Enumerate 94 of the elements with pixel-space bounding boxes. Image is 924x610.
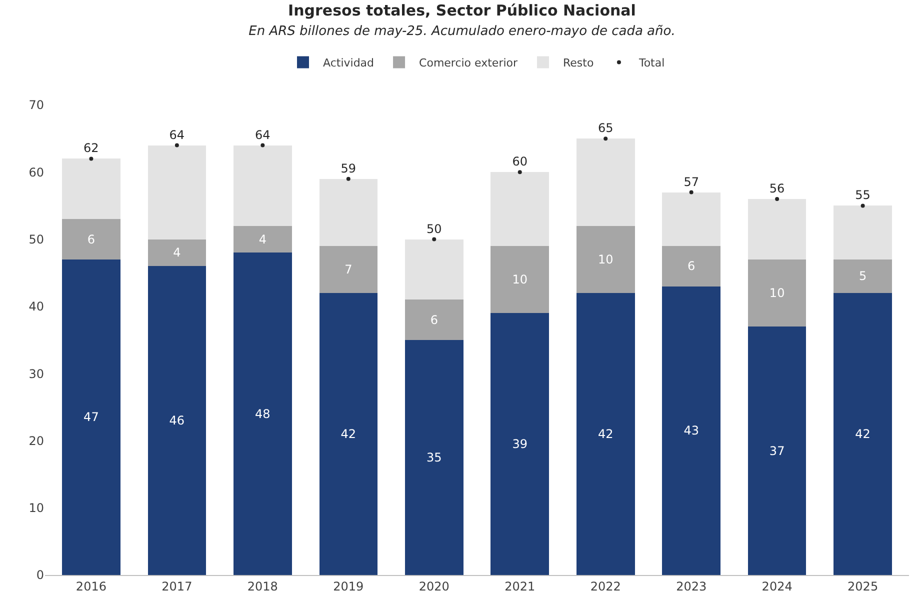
bar <box>319 293 378 575</box>
data-label: 57 <box>684 174 699 189</box>
data-label: 60 <box>512 154 528 169</box>
data-label: 59 <box>340 161 356 176</box>
data-label: 43 <box>684 424 699 438</box>
bar <box>319 246 378 293</box>
x-tick-label: 2020 <box>418 579 450 594</box>
point <box>860 204 865 208</box>
data-label: 35 <box>426 450 442 464</box>
x-tick-label: 2021 <box>504 579 536 594</box>
data-label: 62 <box>84 141 99 156</box>
y-tick-label: 30 <box>28 366 44 381</box>
legend-label: Resto <box>563 56 594 70</box>
bar <box>234 226 292 253</box>
bar <box>834 259 892 293</box>
y-tick-label: 20 <box>28 434 44 448</box>
bar <box>748 326 806 575</box>
point <box>689 190 694 194</box>
bar <box>404 239 464 300</box>
data-label: 7 <box>344 262 352 276</box>
point <box>89 156 94 161</box>
x-tick-label: 2022 <box>590 579 621 594</box>
data-label: 55 <box>855 188 870 202</box>
y-tick-label: 60 <box>28 165 44 180</box>
data-label: 64 <box>255 128 270 142</box>
data-label: 65 <box>598 121 614 136</box>
bar <box>576 226 635 293</box>
bar <box>62 259 120 575</box>
x-tick-label: 2025 <box>848 579 878 594</box>
point <box>775 197 780 201</box>
bar <box>748 259 806 327</box>
data-label: 10 <box>598 252 614 266</box>
data-label: 48 <box>255 406 270 421</box>
data-label: 6 <box>430 312 438 327</box>
bar <box>834 293 892 575</box>
x-tick-label: 2017 <box>162 579 192 594</box>
bar <box>404 340 464 575</box>
point <box>174 143 179 148</box>
data-label: 5 <box>858 269 867 284</box>
data-label: 64 <box>169 128 185 142</box>
point <box>604 136 608 141</box>
bar <box>148 145 206 240</box>
data-label: 10 <box>769 286 785 300</box>
bar <box>662 246 720 286</box>
x-tick-label: 2019 <box>333 579 364 594</box>
data-label: 42 <box>855 427 870 441</box>
bar <box>404 300 464 340</box>
bar <box>490 172 550 246</box>
point <box>432 237 436 242</box>
data-label: 10 <box>512 272 528 287</box>
data-label: 39 <box>512 437 528 452</box>
data-label: 4 <box>258 232 266 246</box>
bar <box>662 286 720 575</box>
point <box>260 143 265 148</box>
bar <box>490 313 550 575</box>
bar <box>148 266 206 575</box>
legend-label: Comercio exterior <box>419 56 518 70</box>
bar <box>576 293 635 575</box>
bar <box>662 192 720 246</box>
legend-label: Actividad <box>323 56 374 70</box>
bar <box>319 178 378 246</box>
data-label: 6 <box>87 232 96 246</box>
bar <box>834 206 892 260</box>
legend-label: Total <box>638 56 665 70</box>
y-tick-label: 10 <box>28 501 44 516</box>
x-tick-label: 2024 <box>762 579 792 594</box>
bar <box>490 246 550 314</box>
x-tick-label: 2023 <box>676 579 707 594</box>
data-label: 42 <box>340 427 356 441</box>
data-label: 6 <box>688 259 696 274</box>
data-label: 56 <box>769 182 785 196</box>
bar <box>148 239 206 266</box>
data-label: 42 <box>598 427 614 441</box>
bar <box>62 158 120 220</box>
bar <box>576 138 635 226</box>
x-tick-label: 2018 <box>247 579 278 594</box>
data-label: 4 <box>173 246 181 260</box>
point <box>518 170 522 174</box>
x-tick-label: 2016 <box>76 579 106 594</box>
data-label: 46 <box>169 414 185 428</box>
bar <box>234 145 292 226</box>
data-label: 37 <box>769 444 785 458</box>
data-label: 50 <box>426 222 442 236</box>
y-tick-label: 50 <box>28 232 44 246</box>
point <box>346 176 350 181</box>
data-label: 47 <box>84 410 99 424</box>
y-tick-label: 40 <box>28 300 44 314</box>
chart-title: Ingresos totales, Sector Público Nacional <box>288 1 636 20</box>
bar <box>234 252 292 575</box>
y-tick-label: 0 <box>36 568 44 582</box>
chart-subtitle: En ARS billones de may-25. Acumulado enero-mayo de cada año. <box>248 24 676 39</box>
bar <box>748 199 806 260</box>
bar <box>62 219 120 260</box>
y-tick-label: 70 <box>28 98 44 112</box>
